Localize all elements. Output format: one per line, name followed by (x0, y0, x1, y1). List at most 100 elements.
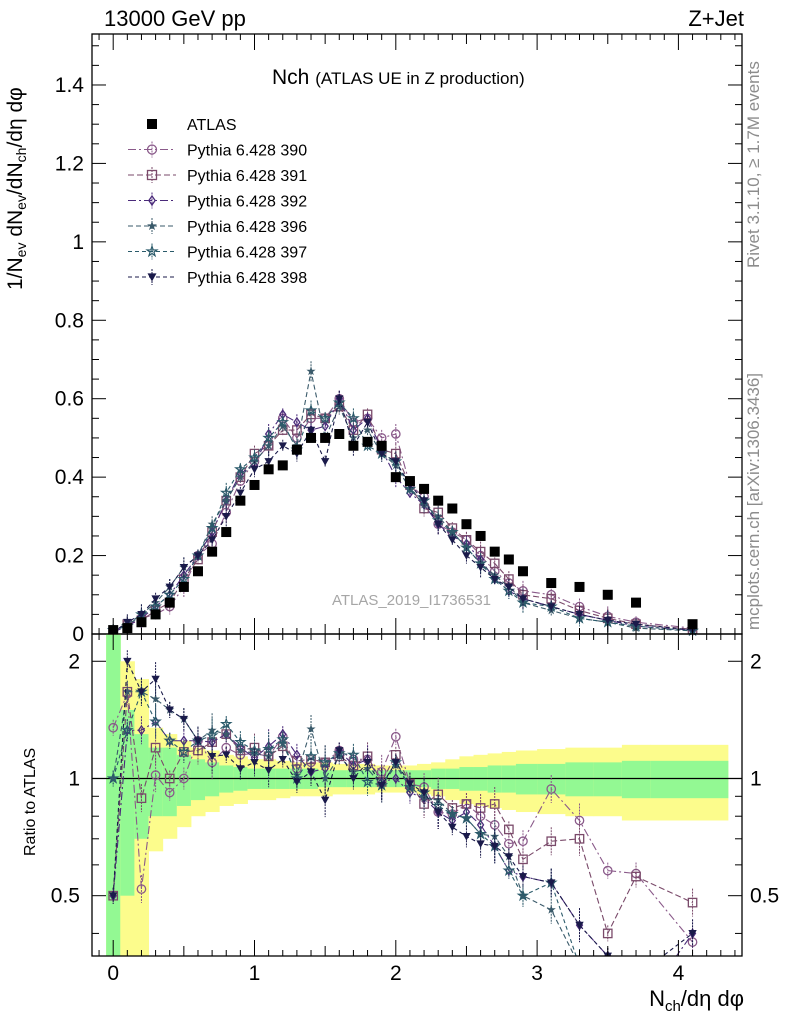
ratio-point (602, 865, 613, 876)
data-point (490, 575, 499, 584)
ratio-y-tick-label: 1 (68, 767, 80, 790)
ratio-point (264, 766, 273, 775)
legend-label: Pythia 6.428 398 (187, 270, 307, 287)
legend-marker (146, 144, 158, 155)
atlas-data-point (461, 519, 472, 530)
ratio-point (136, 884, 147, 894)
data-point (293, 416, 301, 428)
atlas-data-point (263, 464, 274, 475)
atlas-data-point (376, 440, 387, 451)
series-line-2 (112, 405, 693, 633)
ratio-point (631, 1008, 640, 1017)
band-inner (190, 759, 206, 801)
ratio-point (108, 722, 119, 733)
atlas-data-point (419, 483, 430, 494)
ratio-point (390, 731, 401, 742)
data-point (137, 611, 146, 619)
ratio-y-tick-label: 2 (68, 650, 80, 673)
data-point (276, 415, 290, 428)
ratio-point (603, 977, 612, 986)
ratio-point (293, 749, 301, 761)
atlas-data-point (475, 530, 486, 541)
data-point (264, 458, 273, 466)
ratio-point (448, 823, 457, 832)
atlas-data-point (433, 495, 444, 506)
data-point (193, 552, 203, 560)
ratio-point (335, 747, 344, 755)
ratio-point (688, 966, 697, 975)
band-inner (162, 747, 178, 817)
data-point (489, 558, 500, 569)
xlabel-sub: ch (664, 998, 681, 1015)
ratio-point (406, 787, 414, 798)
ratio-point (137, 724, 146, 736)
data-point (250, 465, 259, 474)
atlas-data-point (447, 503, 458, 514)
ratio-point (207, 752, 217, 761)
x-tick-label: 1 (249, 962, 261, 985)
ratio-point (123, 657, 132, 666)
ratio-point (574, 833, 585, 844)
ratio-point (575, 921, 584, 930)
ratio-point (518, 854, 528, 865)
ratio-point (632, 973, 640, 981)
x-axis-label: Nch/dη dφ (649, 986, 744, 1015)
data-point (547, 603, 556, 611)
atlas-data-point (164, 597, 175, 608)
data-point (149, 599, 162, 612)
ratio-point (575, 961, 584, 970)
ylabel-part: /dη dφ (4, 87, 27, 148)
atlas-data-point (291, 444, 302, 455)
data-point (320, 458, 330, 466)
data-point (306, 426, 316, 435)
atlas-data-point (404, 476, 415, 487)
ratio-y-tick-label-right: 2 (750, 650, 762, 673)
y-tick-label: 1 (72, 231, 84, 254)
ratio-point (361, 775, 374, 788)
y-tick-label: 0.6 (55, 388, 84, 411)
main-data-layer (106, 361, 699, 636)
ratio-point (179, 715, 189, 724)
ratio-point (490, 842, 499, 851)
data-point (476, 563, 485, 572)
y-axis-label-main: 1/Nev dNev/dNch/dη dφ (4, 87, 29, 290)
data-point (235, 472, 245, 482)
ratio-point (460, 811, 473, 824)
ylabel-sub: ev (13, 242, 29, 258)
atlas-data-point (546, 578, 557, 589)
atlas-data-point (306, 432, 317, 443)
ratio-frame (91, 633, 743, 957)
ratio-point (164, 773, 175, 784)
ratio-point (320, 773, 330, 783)
ratio-data-layer (106, 650, 698, 1017)
ratio-y-tick-label-right: 0.5 (750, 885, 779, 908)
ratio-point (306, 724, 316, 733)
ratio-point (518, 873, 528, 881)
ratio-point (688, 930, 697, 938)
data-point (163, 588, 177, 601)
data-point (236, 489, 245, 498)
data-point (123, 618, 132, 627)
band-inner (650, 760, 729, 799)
legend: ATLAS Pythia 6.428 390 Pythia 6.428 391 Pyt… (128, 117, 307, 287)
data-point (165, 583, 174, 592)
ratio-point (262, 742, 276, 755)
ratio-point (193, 737, 203, 745)
ratio-point (292, 778, 302, 787)
atlas-data-point (249, 479, 260, 490)
atlas-data-point (320, 432, 331, 443)
band-inner (106, 634, 121, 956)
ratio-point (278, 738, 288, 748)
data-point (207, 536, 217, 545)
atlas-data-point (517, 566, 528, 577)
ratio-point (177, 745, 191, 758)
xlabel-part: /dη dφ (680, 986, 744, 1011)
ratio-point (547, 879, 556, 887)
atlas-data-point (207, 546, 218, 557)
header-right-label: Z+Jet (688, 6, 744, 31)
legend-marker (147, 119, 157, 129)
data-point (335, 395, 344, 403)
legend-marker (147, 273, 157, 282)
y-tick-label: 0.4 (55, 466, 85, 489)
atlas-data-point (503, 554, 514, 565)
